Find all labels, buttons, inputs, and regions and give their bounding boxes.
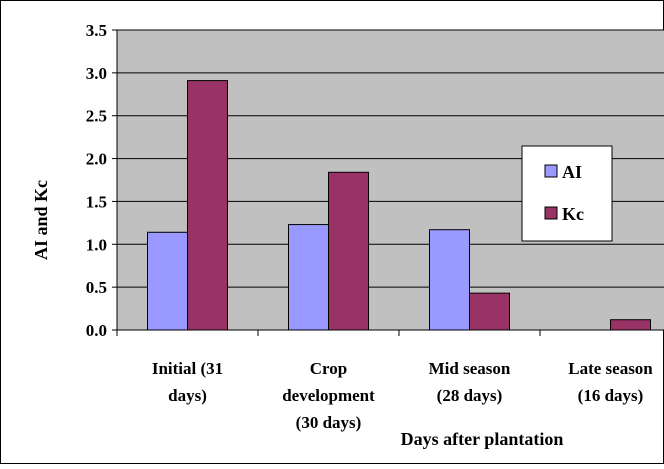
y-tick-label: 2.5 — [86, 107, 107, 126]
y-tick-label: 1.5 — [86, 192, 107, 211]
x-tick-label: Initial (31 — [152, 359, 223, 378]
y-tick-label: 3.5 — [86, 21, 107, 40]
x-tick-label: (16 days) — [578, 386, 644, 405]
legend-label: AI — [562, 162, 582, 182]
bar-ai — [147, 231, 188, 331]
bar-kc — [187, 80, 228, 331]
legend-label: Kc — [562, 204, 584, 224]
y-tick-label: 0.5 — [86, 278, 107, 297]
x-tick-label: (28 days) — [437, 386, 503, 405]
legend-swatch-ai — [544, 164, 558, 178]
bar-ai — [429, 229, 470, 331]
x-tick-label: days) — [168, 386, 207, 405]
y-tick-label: 2.0 — [86, 150, 107, 169]
x-tick-label: development — [282, 386, 375, 405]
y-tick-label: 3.0 — [86, 64, 107, 83]
y-tick-label: 0.0 — [86, 321, 107, 340]
bar-kc — [610, 319, 651, 331]
y-tick-label: 1.0 — [86, 235, 107, 254]
x-tick-label: Late season — [568, 359, 653, 378]
x-axis-title: Days after plantation — [401, 429, 564, 449]
x-tick-label: (30 days) — [296, 413, 362, 432]
bar-kc — [328, 171, 369, 331]
bar-ai — [288, 224, 329, 331]
y-axis-title: AI and Kc — [31, 180, 51, 260]
bar-kc — [469, 292, 510, 331]
x-tick-label: Crop — [310, 359, 347, 378]
legend-box — [521, 145, 613, 242]
x-tick-label: Mid season — [429, 359, 511, 378]
legend-swatch-kc — [544, 206, 558, 220]
